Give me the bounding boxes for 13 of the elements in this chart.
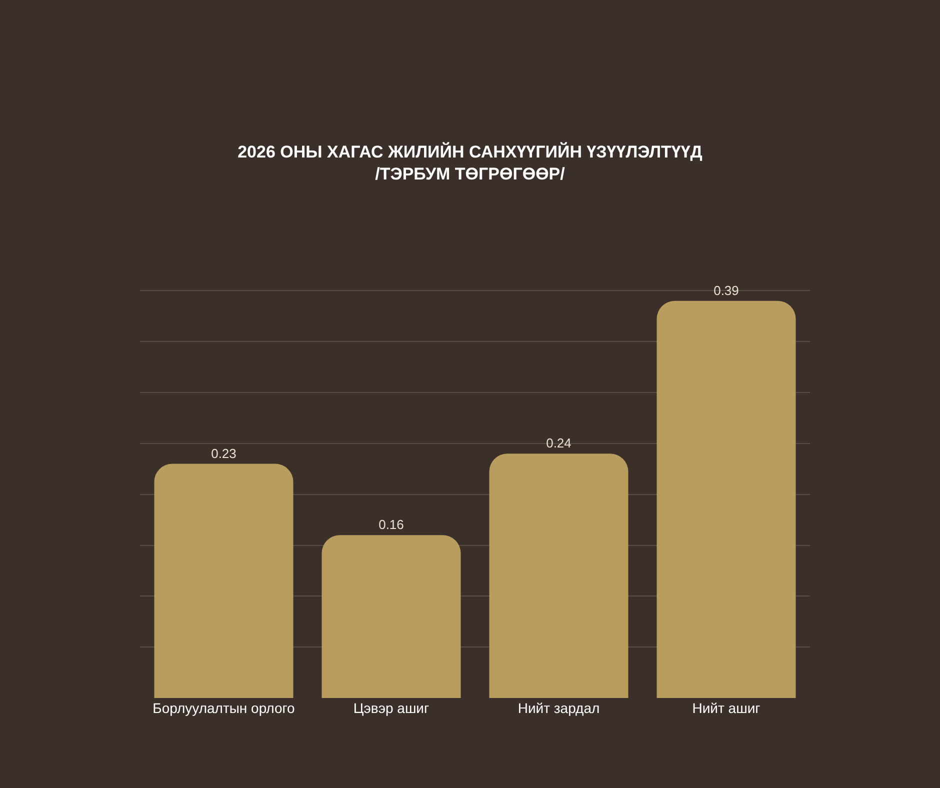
x-tick-label: Борлуулалтын орлого xyxy=(152,700,296,716)
chart-title: 2026 ОНЫ ХАГАС ЖИЛИЙН САНХҮҮГИЙН ҮЗҮҮЛЭЛТҮҮД /ТЭРБУМ ТӨГРӨГӨӨР/ xyxy=(238,142,702,184)
bar xyxy=(489,454,628,698)
x-tick-label: Цэвэр ашиг xyxy=(353,700,430,716)
data-label: 0.39 xyxy=(714,282,739,298)
data-label: 0.24 xyxy=(546,436,572,451)
bar xyxy=(656,300,796,698)
x-tick-label: Нийт ашиг xyxy=(692,700,760,716)
x-tick-label: Нийт зардал xyxy=(518,700,600,716)
bar xyxy=(322,535,461,698)
data-label: 0.16 xyxy=(378,517,404,532)
bar xyxy=(154,464,294,698)
data-label: 0.23 xyxy=(211,446,236,461)
